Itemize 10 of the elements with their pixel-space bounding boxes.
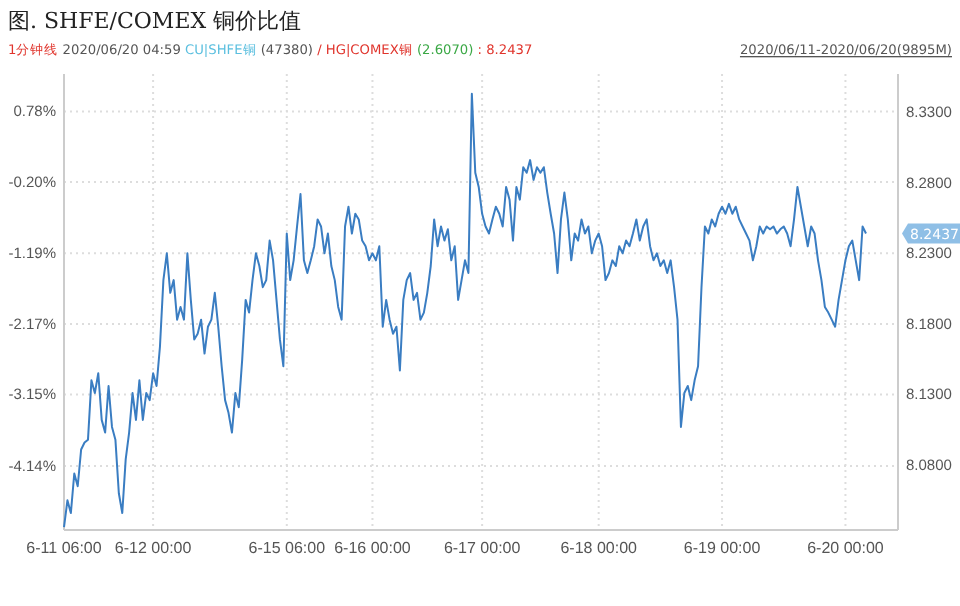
- x-tick-label: 6-11 06:00: [26, 539, 103, 558]
- x-tick-label: 6-12 00:00: [114, 539, 193, 558]
- x-tick-label: 6-18 00:00: [560, 539, 639, 558]
- x-tick-label: 6-20 00:00: [807, 539, 885, 558]
- x-tick-label: 6-16 00:00: [334, 539, 412, 558]
- x-tick-label: 6-17 00:00: [443, 539, 522, 558]
- x-tick-label: 6-15 06:00: [248, 539, 327, 558]
- chart-title: 图. SHFE/COMEX 铜价比值: [8, 8, 302, 34]
- x-tick-label: 6-19 00:00: [683, 539, 762, 558]
- line-series: [63, 92, 867, 529]
